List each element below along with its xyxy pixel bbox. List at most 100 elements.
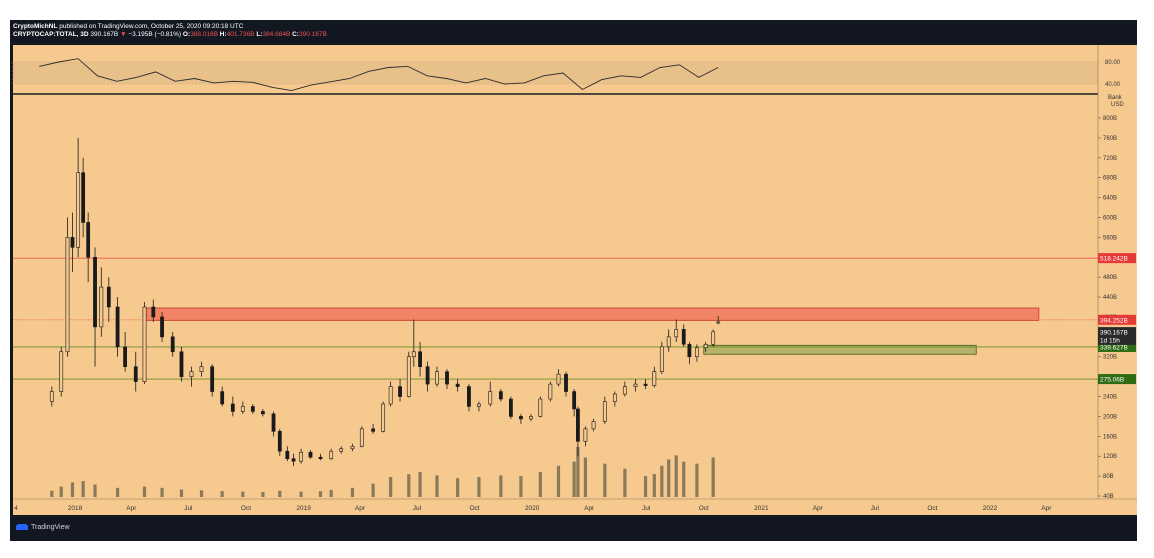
y-tick-label: 760B <box>1103 136 1117 142</box>
candle-body <box>123 346 128 367</box>
rsi-line <box>39 58 719 92</box>
x-tick-label: 2020 <box>525 505 540 512</box>
y-tick-label: 200B <box>1103 414 1117 420</box>
price-level-label-bg <box>1098 341 1136 352</box>
current-price-label-bg <box>1098 327 1136 338</box>
price-level-label: 339.627B <box>1100 344 1128 351</box>
rsi-band <box>12 61 1099 85</box>
candle-body <box>285 450 290 459</box>
scale-label: Bank <box>1108 95 1123 101</box>
volume-bar <box>220 491 224 497</box>
candle-body <box>271 413 276 432</box>
resistance-zone[interactable] <box>144 307 1040 321</box>
last-price: 390.167B <box>90 31 119 38</box>
candle-body <box>445 371 449 385</box>
volume-bar <box>456 478 460 497</box>
candle-body <box>612 393 617 402</box>
y-tick-label: 600B <box>1103 215 1117 221</box>
rsi-tick-label: 40.00 <box>1105 82 1121 88</box>
volume-bar <box>299 491 303 497</box>
time-axis-background[interactable] <box>13 499 1137 515</box>
candle-body <box>622 386 627 395</box>
candle-body <box>529 416 533 420</box>
x-tick-label: 2018 <box>68 505 83 512</box>
x-tick-label: 2019 <box>296 505 311 512</box>
x-tick-label: Apr <box>813 505 824 512</box>
candle-body <box>388 386 393 405</box>
candle-body <box>666 336 671 348</box>
price-axis-background[interactable] <box>1098 45 1137 499</box>
candle-body <box>99 286 104 328</box>
volume-bar <box>160 487 164 497</box>
candle-body <box>576 408 580 442</box>
candle-body <box>49 391 54 402</box>
candle-body <box>59 351 64 392</box>
brand-name: TradingView <box>31 524 70 531</box>
candle-body <box>548 383 553 400</box>
price-levels <box>13 257 1098 380</box>
rsi-tick-label: 80.00 <box>1105 60 1121 66</box>
x-tick-label: Jul <box>413 505 422 512</box>
open-value: 388.018B <box>190 31 218 38</box>
candle-body <box>602 401 607 422</box>
time-axis-ticks: 4 2018 Apr Jul Oct 2019 Apr Jul Oct 2020 Apr Jul Oct… <box>14 505 1052 512</box>
candle-body <box>591 421 596 430</box>
candle-body <box>359 428 364 447</box>
volume-series <box>50 447 715 497</box>
y-tick-label: 560B <box>1103 235 1117 241</box>
candle-body <box>93 256 97 328</box>
price-level-label-bg <box>1098 253 1136 264</box>
tradingview-logo[interactable]: TradingView <box>16 524 70 531</box>
symbol-name[interactable]: CRYPTOCAP:TOTAL, 3D <box>13 31 89 38</box>
candle-body <box>170 336 175 353</box>
candle-body <box>477 403 481 407</box>
x-tick-label: 2022 <box>983 505 998 512</box>
candle-body <box>350 445 355 450</box>
volume-bar <box>241 491 245 497</box>
y-tick-label: 80B <box>1103 474 1114 480</box>
x-tick-label: Apr <box>584 505 595 512</box>
high-value: 401.736B <box>226 31 255 38</box>
author-name[interactable]: CryptoMichNL <box>13 23 58 30</box>
countdown-label: 1d 15h <box>1100 337 1120 344</box>
volume-bar <box>418 472 422 497</box>
candle-body <box>106 286 111 308</box>
candle-body <box>716 321 721 324</box>
candle-body <box>81 172 86 223</box>
candle-body <box>556 373 561 385</box>
price-level-label: 275.06B <box>1100 377 1124 384</box>
candle-body <box>76 172 81 248</box>
candle-body <box>260 411 265 415</box>
price-level-label-bg <box>1098 374 1136 385</box>
volume-bar <box>538 472 542 497</box>
x-tick-label: Oct <box>699 505 709 512</box>
candle-body <box>681 329 686 345</box>
candle-body <box>435 371 439 385</box>
volume-bar <box>179 489 184 497</box>
candle-body <box>711 331 716 345</box>
candle-body <box>572 391 577 410</box>
x-tick-label: Jul <box>184 505 193 512</box>
candle-body <box>633 383 638 387</box>
volume-bar <box>350 487 355 497</box>
candle-body <box>508 398 513 417</box>
candle-body <box>398 386 402 397</box>
y-tick-label: 40B <box>1103 494 1114 500</box>
low-label: L: <box>256 31 263 38</box>
volume-bar <box>556 465 561 497</box>
candle-body <box>703 344 708 349</box>
support-zone[interactable] <box>703 344 977 355</box>
price-labels: 518.242B 394.252B 339.627B 275.06B 390.167B1… <box>1098 253 1136 385</box>
candle-body <box>425 366 430 385</box>
currency-label: USD <box>1111 102 1124 108</box>
volume-bar <box>142 486 147 497</box>
candle-body <box>538 398 543 417</box>
volume-bar <box>682 461 686 497</box>
price-change: −3.195B (−0.81%) <box>128 31 182 38</box>
low-value: 384.684B <box>262 31 291 38</box>
candle-body <box>210 366 215 392</box>
candle-body <box>329 450 334 459</box>
volume-bar <box>59 486 63 497</box>
y-tick-label: 160B <box>1103 434 1117 440</box>
